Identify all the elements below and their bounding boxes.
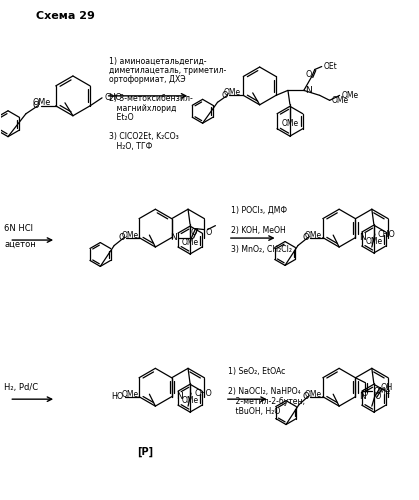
Text: HO: HO	[111, 392, 123, 401]
Text: OMe: OMe	[181, 396, 199, 404]
Text: H₂O, ТГФ: H₂O, ТГФ	[109, 142, 152, 150]
Text: O: O	[32, 102, 39, 110]
Text: диметилацеталь, триметил-: диметилацеталь, триметил-	[109, 66, 226, 75]
Text: N: N	[360, 392, 366, 401]
Text: OMe: OMe	[33, 98, 51, 108]
Text: N: N	[305, 86, 312, 95]
Text: 2) NaOCl₂, NaHPO₄: 2) NaOCl₂, NaHPO₄	[228, 386, 300, 396]
Text: 3) ClCO2Et, K₂CO₃: 3) ClCO2Et, K₂CO₃	[109, 132, 178, 141]
Text: OMe: OMe	[122, 230, 138, 239]
Text: OMe: OMe	[224, 88, 241, 98]
Text: O: O	[302, 392, 309, 401]
Text: OH: OH	[381, 382, 393, 392]
Text: OMe: OMe	[181, 238, 199, 246]
Text: OMe: OMe	[365, 236, 383, 246]
Text: N: N	[176, 392, 182, 401]
Text: tBuOH, H₂O: tBuOH, H₂O	[228, 406, 280, 416]
Text: 1) аминоацетальдегид-: 1) аминоацетальдегид-	[109, 56, 206, 66]
Text: магнийхлорид: магнийхлорид	[109, 104, 176, 113]
Text: O: O	[190, 228, 197, 237]
Text: H₂, Pd/C: H₂, Pd/C	[4, 382, 39, 392]
Text: O: O	[302, 233, 309, 242]
Text: Et₂O: Et₂O	[109, 113, 133, 122]
Text: 6N HCl: 6N HCl	[4, 224, 34, 232]
Text: 3) MnO₂, CH₂Cl₂: 3) MnO₂, CH₂Cl₂	[231, 246, 292, 254]
Text: O: O	[205, 228, 212, 237]
Text: 2-метил-2-бутен,: 2-метил-2-бутен,	[228, 396, 305, 406]
Text: 1) SeO₂, EtOAc: 1) SeO₂, EtOAc	[228, 367, 285, 376]
Text: CHO: CHO	[378, 230, 396, 238]
Text: O: O	[119, 233, 125, 242]
Text: OMe: OMe	[122, 390, 138, 398]
Text: OMe: OMe	[374, 386, 391, 396]
Text: 2) KOH, MeOH: 2) KOH, MeOH	[231, 226, 286, 234]
Text: O: O	[375, 392, 381, 400]
Text: N: N	[170, 233, 177, 242]
Text: O: O	[361, 389, 367, 398]
Text: Схема 29: Схема 29	[36, 12, 95, 22]
Text: OMe: OMe	[305, 230, 322, 239]
Text: O: O	[221, 91, 228, 100]
Text: 2) 3-метоксибензил-: 2) 3-метоксибензил-	[109, 94, 192, 104]
Text: OMe: OMe	[305, 390, 322, 398]
Text: N: N	[360, 233, 366, 242]
Text: ацетон: ацетон	[4, 240, 36, 248]
Text: CHO: CHO	[104, 94, 122, 102]
Text: 1) POCl₃, ДМФ: 1) POCl₃, ДМФ	[231, 206, 287, 214]
Text: O: O	[305, 70, 312, 79]
Text: OMe: OMe	[341, 91, 359, 100]
Text: ортоформиат, ДХЭ: ортоформиат, ДХЭ	[109, 76, 185, 84]
Text: CHO: CHO	[194, 388, 212, 398]
Text: OMe: OMe	[332, 96, 349, 105]
Text: OMe: OMe	[281, 118, 298, 128]
Text: [P]: [P]	[137, 446, 153, 457]
Text: OEt: OEt	[324, 62, 337, 71]
